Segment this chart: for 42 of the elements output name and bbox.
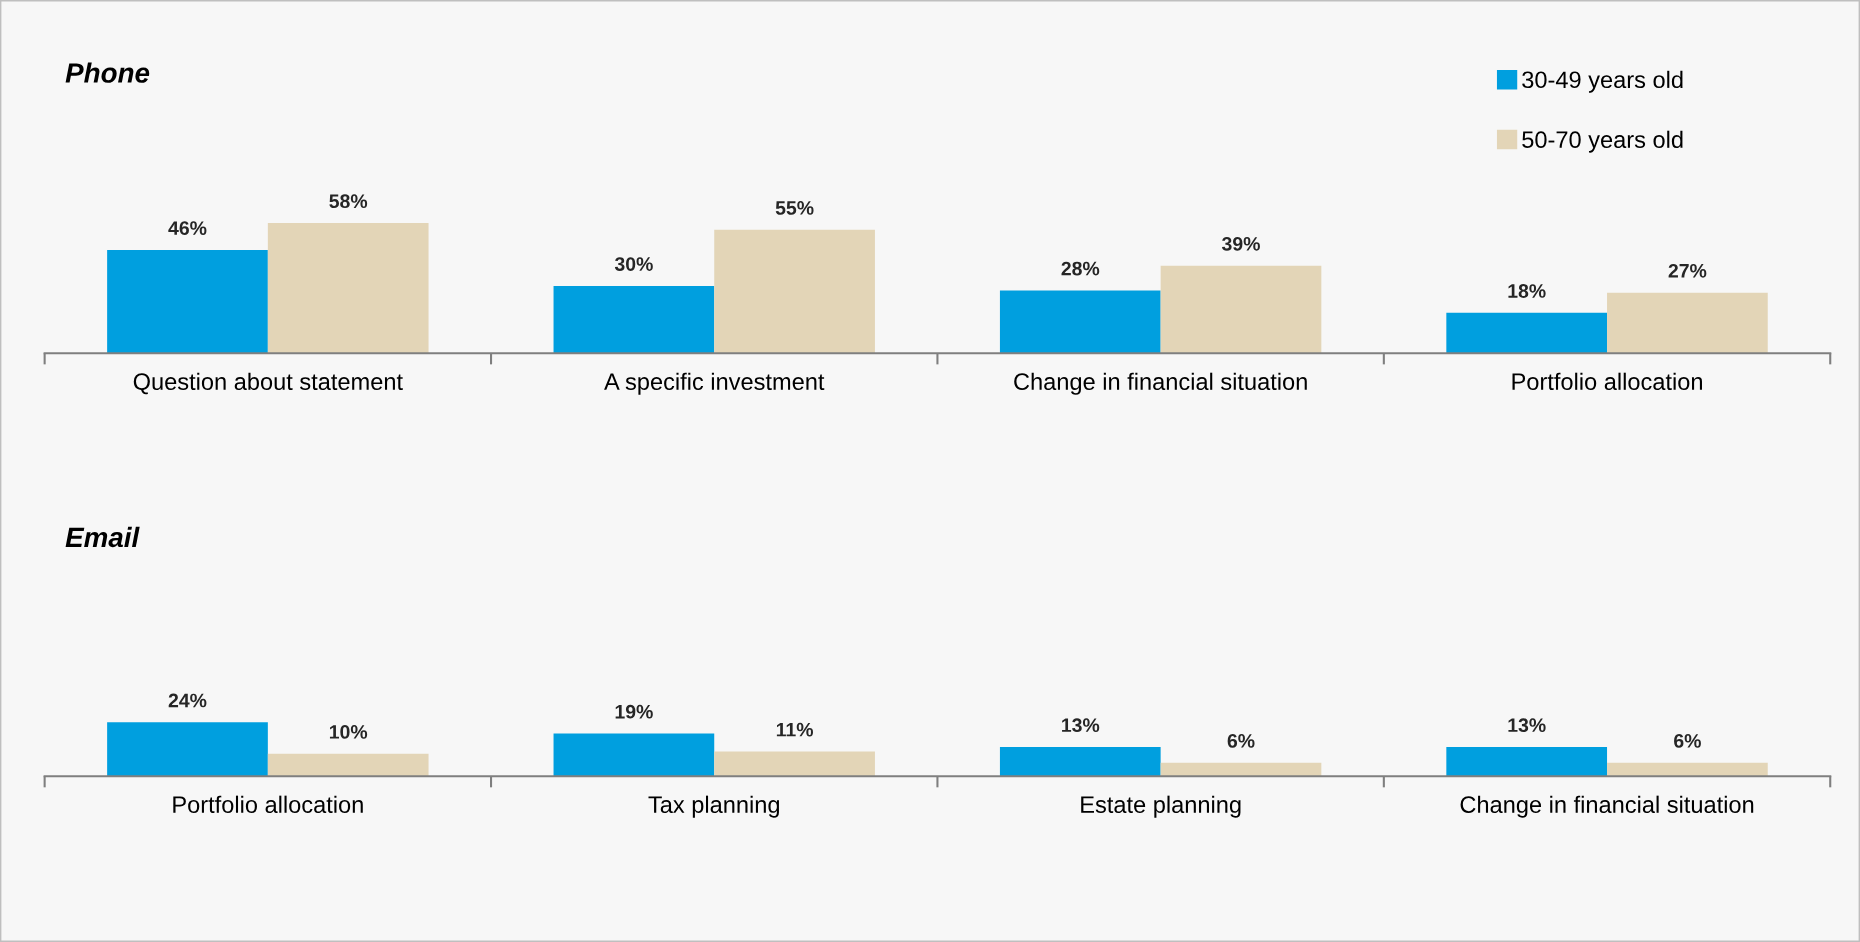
data-label: 27% bbox=[1668, 263, 1707, 278]
bar bbox=[1607, 292, 1768, 354]
bar bbox=[999, 290, 1161, 354]
bar bbox=[107, 249, 268, 354]
data-label: 55% bbox=[775, 201, 814, 215]
data-label: 18% bbox=[1508, 284, 1546, 298]
x-tick-label: A specific investment bbox=[604, 372, 825, 395]
bar bbox=[1446, 747, 1608, 777]
data-label: 13% bbox=[1508, 718, 1546, 733]
x-tick-label: Change in financial situation bbox=[1014, 372, 1307, 395]
legend-label: 50-70 years old bbox=[1522, 130, 1683, 153]
bar bbox=[714, 751, 875, 777]
x-tick-label: Question about statement bbox=[133, 372, 403, 395]
x-tick-label: Change in financial situation bbox=[1460, 795, 1754, 818]
data-label: 19% bbox=[615, 704, 653, 719]
data-label: 13% bbox=[1062, 718, 1100, 733]
data-label: 30% bbox=[614, 257, 653, 271]
data-label: 11% bbox=[776, 722, 813, 737]
bar bbox=[553, 733, 715, 777]
bar bbox=[1446, 312, 1608, 354]
bar bbox=[1160, 265, 1322, 354]
x-tick-label: Tax planning bbox=[648, 795, 780, 818]
x-tick-label: Estate planning bbox=[1081, 795, 1241, 818]
bar bbox=[107, 722, 268, 777]
data-label: 6% bbox=[1674, 734, 1701, 748]
bar bbox=[267, 223, 429, 354]
chart-title: Email bbox=[65, 526, 140, 548]
data-label: 10% bbox=[329, 725, 368, 739]
bar bbox=[267, 753, 429, 777]
x-tick-label: Portfolio allocation bbox=[1512, 372, 1702, 391]
chart-title: Phone bbox=[65, 62, 150, 83]
data-label: 24% bbox=[168, 693, 207, 708]
x-tick-label: Portfolio allocation bbox=[173, 795, 363, 813]
data-label: 46% bbox=[168, 221, 207, 236]
bar bbox=[999, 747, 1161, 777]
data-label: 58% bbox=[329, 194, 368, 209]
bar bbox=[714, 229, 875, 354]
legend-label: 30-49 years old bbox=[1522, 70, 1683, 93]
data-label: 6% bbox=[1227, 734, 1255, 748]
data-label: 28% bbox=[1061, 261, 1100, 276]
data-label: 39% bbox=[1221, 236, 1260, 251]
bar bbox=[553, 285, 715, 354]
